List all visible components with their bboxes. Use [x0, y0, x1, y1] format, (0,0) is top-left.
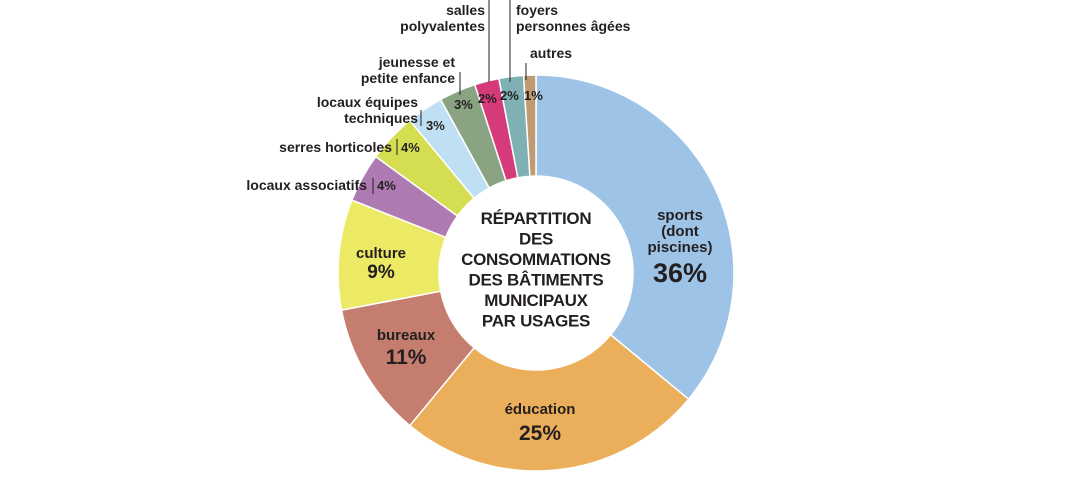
slice-education — [408, 333, 690, 472]
donut-slices — [337, 74, 735, 472]
slice-label-salles-polyvalentes: polyvalentes — [400, 18, 485, 34]
slice-sports — [535, 74, 735, 401]
slice-label-jeunesse: jeunesse et — [378, 54, 456, 70]
slice-label-locaux-associatifs: locaux associatifs — [246, 177, 367, 193]
slice-value-serres-horticoles: 4% — [401, 140, 420, 155]
slice-label-sports: sports — [657, 207, 703, 224]
slice-label-salles-polyvalentes: salles — [446, 2, 485, 18]
slice-value-locaux-associatifs: 4% — [377, 178, 396, 193]
center-title-line: DES BÂTIMENTS — [469, 271, 604, 290]
slice-label-sports: (dont — [661, 223, 698, 240]
slice-label-serres-horticoles: serres horticoles — [279, 139, 392, 155]
slice-label-foyers: personnes âgées — [516, 18, 631, 34]
slice-value-bureaux: 11% — [386, 346, 427, 369]
slice-label-culture: culture — [356, 245, 406, 262]
slice-label-locaux-equipes-techniques: locaux équipes — [317, 94, 418, 110]
slice-value-education: 25% — [519, 422, 561, 445]
slice-value-locaux-equipes-techniques: 3% — [426, 118, 445, 133]
slice-label-autres: autres — [530, 45, 572, 61]
center-title-line: PAR USAGES — [482, 312, 590, 331]
slice-label-bureaux: bureaux — [377, 327, 436, 344]
slice-value-salles-polyvalentes: 2% — [478, 91, 497, 106]
leader-lines — [372, 0, 527, 194]
slice-label-jeunesse: petite enfance — [361, 70, 455, 86]
slice-value-autres: 1% — [524, 88, 543, 103]
slice-value-foyers: 2% — [500, 88, 519, 103]
slice-label-education: éducation — [505, 401, 576, 418]
center-title-line: DES — [519, 230, 553, 249]
center-title-line: CONSOMMATIONS — [461, 250, 611, 269]
slice-label-sports: piscines) — [647, 239, 712, 256]
center-title-line: MUNICIPAUX — [484, 291, 588, 310]
center-title-line: RÉPARTITION — [481, 209, 592, 228]
slice-value-jeunesse: 3% — [454, 97, 473, 112]
slice-label-locaux-equipes-techniques: techniques — [344, 110, 418, 126]
slice-autres — [522, 74, 537, 177]
slice-label-foyers: foyers — [516, 2, 558, 18]
slice-value-culture: 9% — [367, 262, 395, 283]
slice-value-sports: 36% — [653, 258, 707, 288]
